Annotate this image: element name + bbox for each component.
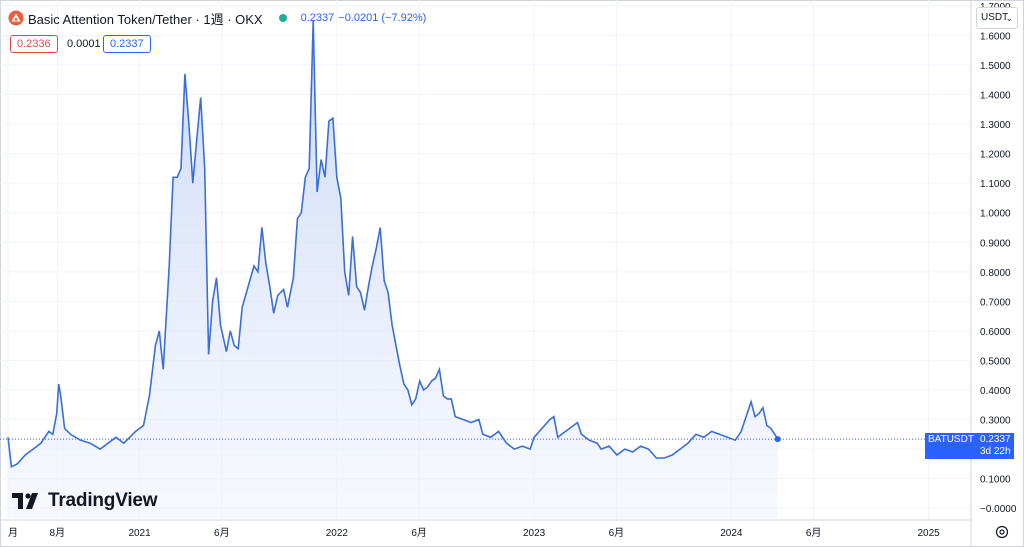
- currency-select-button[interactable]: USDT ⌄: [976, 7, 1018, 29]
- symbol-header[interactable]: Basic Attention Token/Tether · 1週 · OKX …: [8, 8, 426, 28]
- y-tick-label: −0.0000: [980, 504, 1017, 515]
- settings-gear-icon[interactable]: [994, 524, 1010, 540]
- market-open-indicator: [278, 14, 287, 22]
- x-tick-label: 2024: [720, 528, 743, 539]
- tradingview-logo-icon: [12, 493, 38, 509]
- x-tick-label: 2025: [918, 528, 941, 539]
- time-axis[interactable]: 月 8月 2021 6月 2022 6月 2023 6月 2024 6月 2025: [8, 527, 940, 539]
- x-tick-label: 2021: [128, 528, 151, 539]
- y-tick-label: 0.7000: [980, 297, 1011, 308]
- y-tick-label: 1.5000: [980, 61, 1011, 72]
- bat-logo-icon: [8, 10, 24, 26]
- price-area-fill: [8, 20, 778, 520]
- y-tick-label: 0.9000: [980, 238, 1011, 249]
- x-tick-label: 6月: [411, 527, 427, 539]
- header-last-price: 0.2337: [300, 12, 335, 24]
- y-tick-label: 0.8000: [980, 268, 1011, 279]
- x-tick-label: 6月: [214, 527, 230, 539]
- y-tick-label: 1.0000: [980, 209, 1011, 220]
- x-tick-label: 月: [8, 527, 18, 539]
- bid-price-box[interactable]: 0.2336: [10, 35, 58, 53]
- last-price-dot: [774, 436, 781, 443]
- spread-value: 0.0001: [67, 38, 101, 50]
- symbol-title[interactable]: Basic Attention Token/Tether · 1週 · OKX: [28, 11, 263, 27]
- y-tick-label: 1.1000: [980, 179, 1011, 190]
- price-line-series: [7, 20, 779, 469]
- x-tick-label: 6月: [806, 527, 822, 539]
- chevron-down-icon: ⌄: [1005, 13, 1013, 23]
- y-tick-label: 1.6000: [980, 31, 1011, 42]
- last-price-label: BATUSDT 0.2337 3d 22h: [925, 433, 1014, 460]
- x-tick-label: 2022: [326, 528, 349, 539]
- y-tick-label: 0.6000: [980, 327, 1011, 338]
- y-tick-label: 1.4000: [980, 91, 1011, 102]
- header-price-change: −0.0201 (−7.92%): [338, 12, 427, 24]
- y-tick-label: 1.2000: [980, 150, 1011, 161]
- currency-label: USDT: [981, 12, 1009, 23]
- grid-lines: [0, 0, 971, 520]
- y-tick-label: 0.5000: [980, 356, 1011, 367]
- y-tick-label: 0.3000: [980, 416, 1011, 427]
- y-tick-label: 0.4000: [980, 386, 1011, 397]
- x-tick-label: 2023: [523, 528, 546, 539]
- ask-price-box[interactable]: 0.2337: [103, 35, 151, 53]
- tradingview-logo-text: TradingView: [48, 490, 158, 511]
- y-tick-label: 0.1000: [980, 475, 1011, 486]
- x-tick-label: 8月: [50, 527, 66, 539]
- x-tick-label: 6月: [609, 527, 625, 539]
- bar-countdown: 3d 22h: [979, 446, 1011, 458]
- tradingview-logo[interactable]: TradingView: [12, 490, 158, 512]
- y-tick-label: 1.3000: [980, 120, 1011, 131]
- last-price-value: 0.2337: [979, 434, 1011, 446]
- last-price-symbol: BATUSDT: [928, 434, 974, 446]
